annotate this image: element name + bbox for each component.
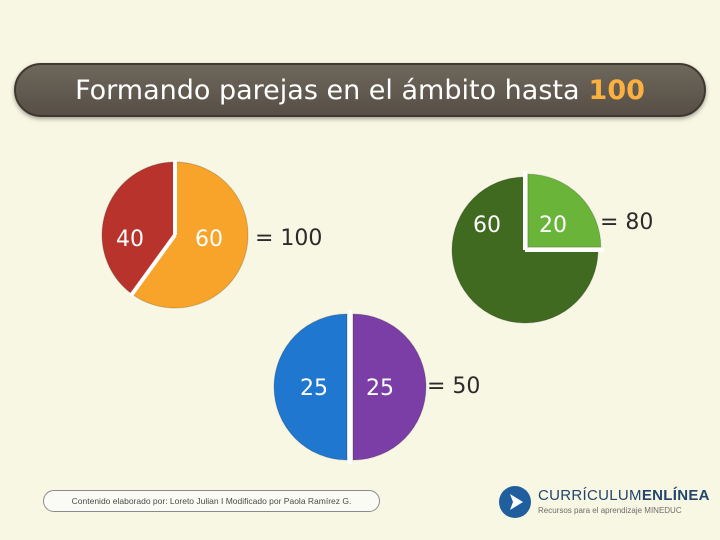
pie-chart-50: 25 25 xyxy=(273,310,427,464)
pie-80-slice-60 xyxy=(451,176,599,324)
play-arrow-icon xyxy=(499,486,531,518)
pie-50-slice-25-left xyxy=(273,313,348,461)
pie-chart-100: 40 60 xyxy=(101,160,249,309)
pie-100-slice-40 xyxy=(101,161,176,295)
equation-80: = 80 xyxy=(600,210,654,235)
pie-50-label-right: 25 xyxy=(366,376,394,401)
title-bar: Formando parejas en el ámbito hasta 100 xyxy=(14,63,706,117)
credit-footer: Contenido elaborado por: Loreto Julian I… xyxy=(43,490,380,512)
page-title-accent: 100 xyxy=(588,74,645,106)
pie-100-label-60: 60 xyxy=(195,227,223,252)
pie-100-slice-60 xyxy=(131,161,249,309)
pie-80-slice-20 xyxy=(527,173,602,248)
pie-100-label-40: 40 xyxy=(116,227,144,252)
page-title: Formando parejas en el ámbito hasta xyxy=(75,74,580,106)
pie-50-slice-25-right xyxy=(352,313,427,461)
credit-text: Contenido elaborado por: Loreto Julian I… xyxy=(71,496,352,506)
logo-tagline: Recursos para el aprendizaje MINEDUC xyxy=(538,506,682,515)
logo-name: CURRÍCULUMENLÍNEA xyxy=(538,487,710,504)
pie-chart-80: 60 20 xyxy=(451,171,604,324)
logo-name-regular: CURRÍCULUM xyxy=(538,487,642,504)
equation-50: = 50 xyxy=(427,374,481,399)
curriculum-en-linea-logo[interactable]: CURRÍCULUMENLÍNEA Recursos para el apren… xyxy=(498,483,709,523)
pie-80-label-20: 20 xyxy=(539,213,567,238)
logo-name-bold: ENLÍNEA xyxy=(641,487,710,504)
pie-50-label-left: 25 xyxy=(300,376,328,401)
equation-100: = 100 xyxy=(255,226,323,251)
pie-100-divider-2 xyxy=(129,233,177,297)
pie-80-label-60: 60 xyxy=(473,213,501,238)
